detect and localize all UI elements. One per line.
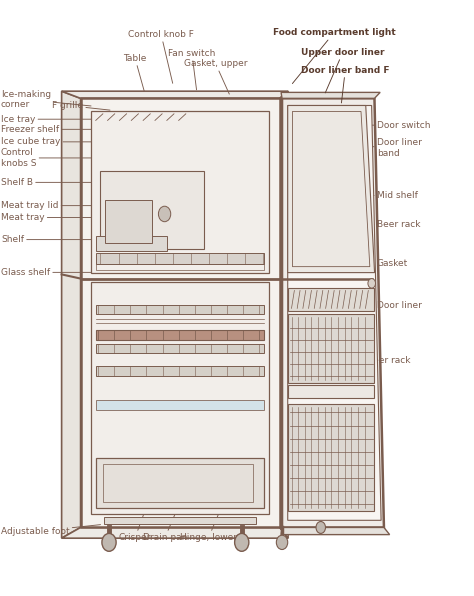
Bar	[96, 263, 264, 269]
Text: Beer rack: Beer rack	[333, 353, 411, 365]
Polygon shape	[62, 527, 288, 538]
Text: Upper door liner: Upper door liner	[301, 48, 384, 93]
Text: Door liner band F: Door liner band F	[301, 66, 390, 103]
Text: Gasket, upper: Gasket, upper	[184, 59, 247, 94]
Polygon shape	[282, 98, 384, 527]
Text: Glass shelf: Glass shelf	[1, 268, 110, 277]
Bar	[96, 343, 264, 353]
Polygon shape	[288, 105, 381, 520]
Text: Ice-making
corner: Ice-making corner	[1, 90, 91, 109]
Polygon shape	[62, 91, 81, 538]
Text: Fan switch: Fan switch	[168, 49, 216, 90]
Bar	[96, 235, 167, 250]
Text: Freezer shelf: Freezer shelf	[1, 125, 96, 134]
Polygon shape	[62, 91, 288, 98]
Circle shape	[368, 278, 375, 288]
Text: Adjustable foot: Adjustable foot	[1, 524, 100, 536]
Text: Gasket: Gasket	[347, 259, 408, 268]
Text: Ice cube tray: Ice cube tray	[1, 137, 91, 147]
Text: Drain pan: Drain pan	[143, 509, 187, 542]
Bar	[96, 366, 264, 375]
Text: Shelf: Shelf	[1, 235, 119, 244]
Bar	[288, 287, 374, 311]
Bar	[288, 314, 374, 383]
Circle shape	[235, 533, 249, 551]
Text: Door switch: Door switch	[343, 120, 430, 130]
Circle shape	[102, 533, 116, 551]
Text: Mid shelf: Mid shelf	[345, 191, 418, 200]
Text: Meat tray: Meat tray	[1, 213, 115, 222]
Bar	[81, 98, 280, 527]
Text: Control
knobs S: Control knobs S	[1, 148, 92, 167]
Text: Door liner: Door liner	[350, 301, 422, 311]
Text: Control knob F: Control knob F	[128, 30, 194, 83]
Text: Meat tray lid: Meat tray lid	[1, 201, 119, 210]
Text: Table: Table	[123, 54, 147, 91]
Bar	[104, 517, 256, 524]
Text: Ice tray: Ice tray	[1, 114, 91, 124]
Bar	[91, 281, 269, 514]
Bar	[96, 253, 264, 263]
Polygon shape	[288, 105, 374, 272]
Text: Hinge, lower: Hinge, lower	[180, 511, 237, 542]
Polygon shape	[281, 527, 390, 535]
Bar	[105, 200, 152, 243]
Text: Door liner
band: Door liner band	[345, 138, 422, 157]
Polygon shape	[281, 92, 380, 98]
Bar	[96, 305, 264, 314]
Circle shape	[158, 206, 171, 222]
Bar	[96, 458, 264, 508]
Text: F grille: F grille	[52, 101, 110, 110]
Bar	[103, 464, 253, 502]
Text: Shelf B: Shelf B	[1, 178, 112, 187]
Bar	[100, 172, 204, 249]
Circle shape	[316, 522, 326, 533]
Text: Crisper: Crisper	[119, 507, 151, 542]
Polygon shape	[280, 91, 288, 538]
Bar	[96, 330, 264, 340]
Bar	[96, 400, 264, 409]
Bar	[288, 403, 374, 511]
Bar	[91, 111, 269, 272]
Bar	[288, 384, 374, 398]
Text: Food compartment light: Food compartment light	[273, 28, 395, 83]
Text: Beer rack: Beer rack	[347, 220, 420, 229]
Circle shape	[276, 535, 288, 550]
